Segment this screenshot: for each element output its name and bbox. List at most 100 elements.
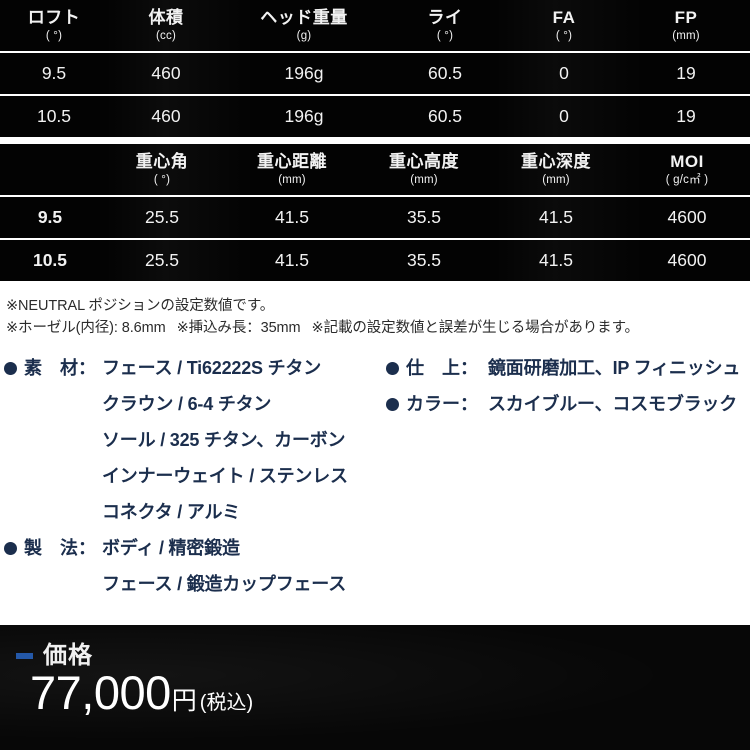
cell-cg-height: 35.5 — [360, 237, 488, 283]
materials-row-connector: コネクタ / アルミ — [4, 497, 386, 533]
materials-value: フェース / Ti62222S チタン — [102, 358, 322, 379]
cell-lie: 60.5 — [384, 93, 506, 139]
col-header-cg-distance: 重心距離 (mm) — [224, 144, 360, 196]
table-header-row: ロフト ( °) 体積 (cc) ヘッド重量 (g) ライ ( °) — [0, 0, 750, 52]
cell-loft: 10.5 — [0, 93, 108, 139]
table-row: 10.5 25.5 41.5 35.5 41.5 4600 — [0, 237, 750, 283]
cell-volume: 460 — [108, 50, 224, 95]
col-header-unit: ( °) — [153, 174, 171, 187]
cell-cg-depth: 41.5 — [488, 237, 624, 283]
cell-fp: 19 — [622, 50, 750, 95]
materials-row-sole: ソール / 325 チタン、カーボン — [4, 425, 386, 461]
materials-row-face: 素 材： フェース / Ti62222S チタン — [4, 353, 386, 389]
col-header-label: 重心距離 — [257, 151, 327, 171]
cell-cg-depth: 41.5 — [488, 194, 624, 239]
notes-section: ※NEUTRAL ポジションの設定数値です。 ※ホーゼル(内径): 8.6mm ※… — [0, 282, 750, 346]
materials-column-right: 仕 上： 鏡面研磨加工、IP フィニッシュ カラー： スカイブルー、コスモブラッ… — [386, 353, 750, 425]
spec-table-1: ロフト ( °) 体積 (cc) ヘッド重量 (g) ライ ( °) — [0, 0, 750, 139]
col-header-unit: (mm) — [542, 174, 570, 187]
materials-row-finish: 仕 上： 鏡面研磨加工、IP フィニッシュ — [386, 353, 750, 389]
table-row: 9.5 25.5 41.5 35.5 41.5 4600 — [0, 194, 750, 239]
col-header-label: 体積 — [148, 8, 184, 27]
bullet-icon — [386, 389, 406, 419]
table-header-row: 重心角 ( °) 重心距離 (mm) 重心高度 (mm) 重心深度 (mm) — [0, 144, 750, 196]
bullet-placeholder-icon — [4, 497, 24, 527]
table-row: 9.5 460 196g 60.5 0 19 — [0, 50, 750, 95]
materials-value: インナーウェイト / ステンレス — [102, 466, 348, 487]
col-header-label: MOI — [670, 151, 704, 171]
cell-volume: 460 — [108, 93, 224, 139]
col-header-unit: (mm) — [672, 30, 700, 43]
col-header-unit: ( °) — [555, 30, 573, 43]
cell-head-weight: 196g — [224, 50, 384, 95]
materials-value: ボディ / 精密鍛造 — [102, 538, 240, 559]
materials-row-color: カラー： スカイブルー、コスモブラック — [386, 389, 750, 425]
price-amount: 77,000 — [30, 666, 171, 719]
materials-value: ソール / 325 チタン、カーボン — [102, 430, 346, 451]
cell-fa: 0 — [506, 50, 622, 95]
col-header-fp: FP (mm) — [622, 0, 750, 52]
note-insert-length: ※挿込み長：35mm — [176, 320, 301, 336]
materials-row-crown: クラウン / 6-4 チタン — [4, 389, 386, 425]
cell-cg-angle: 25.5 — [100, 194, 224, 239]
table-divider — [0, 138, 750, 144]
col-header-blank — [0, 144, 100, 196]
note-hosel: ※ホーゼル(内径): 8.6mm — [6, 320, 166, 336]
col-header-label: 重心角 — [135, 151, 189, 171]
materials-value: 鏡面研磨加工、IP フィニッシュ — [488, 358, 741, 379]
col-header-head-weight: ヘッド重量 (g) — [224, 0, 384, 52]
cell-fp: 19 — [622, 93, 750, 139]
materials-value: フェース / 鍛造カップフェース — [102, 574, 347, 595]
col-header-label: FA — [552, 8, 576, 27]
cell-lie: 60.5 — [384, 50, 506, 95]
materials-key: 製 法： — [24, 538, 96, 559]
bullet-placeholder-icon — [4, 389, 24, 419]
col-header-moi: MOI ( g/c㎡ ) — [624, 144, 750, 196]
materials-key: カラー： — [406, 394, 478, 415]
materials-value: スカイブルー、コスモブラック — [488, 394, 738, 415]
col-header-cg-angle: 重心角 ( °) — [100, 144, 224, 196]
price-label: 価格 — [43, 642, 93, 669]
col-header-label: 重心深度 — [521, 151, 591, 171]
cell-cg-angle: 25.5 — [100, 237, 224, 283]
accent-dash-icon — [16, 653, 33, 659]
spec-table-2-block: 重心角 ( °) 重心距離 (mm) 重心高度 (mm) 重心深度 (mm) — [0, 143, 750, 283]
bullet-placeholder-icon — [4, 425, 24, 455]
bullet-placeholder-icon — [4, 461, 24, 491]
table-row: 10.5 460 196g 60.5 0 19 — [0, 93, 750, 139]
col-header-lie: ライ ( °) — [384, 0, 506, 52]
col-header-unit: ( °) — [436, 30, 454, 43]
materials-value: コネクタ / アルミ — [102, 502, 241, 523]
col-header-unit: ( g/c㎡ ) — [665, 174, 709, 187]
materials-row-inner-weight: インナーウェイト / ステンレス — [4, 461, 386, 497]
price-label-row: 価格 — [16, 644, 93, 668]
col-header-fa: FA ( °) — [506, 0, 622, 52]
note-line-2: ※ホーゼル(内径): 8.6mm ※挿込み長：35mm ※記載の設定数値と誤差が生じ… — [6, 317, 744, 339]
bullet-icon — [4, 533, 24, 563]
cell-loft: 9.5 — [0, 194, 100, 239]
price-section: 価格 77,000 円 (税込) — [0, 625, 750, 750]
col-header-unit: (cc) — [156, 30, 176, 43]
cell-cg-distance: 41.5 — [224, 237, 360, 283]
bullet-icon — [386, 353, 406, 383]
cell-loft: 10.5 — [0, 237, 100, 283]
materials-row-construction-body: 製 法： ボディ / 精密鍛造 — [4, 533, 386, 569]
cell-head-weight: 196g — [224, 93, 384, 139]
materials-section: 素 材： フェース / Ti62222S チタン クラウン / 6-4 チタン … — [0, 345, 750, 596]
col-header-label: ライ — [427, 8, 463, 27]
col-header-volume: 体積 (cc) — [108, 0, 224, 52]
cell-fa: 0 — [506, 93, 622, 139]
materials-column-left: 素 材： フェース / Ti62222S チタン クラウン / 6-4 チタン … — [4, 353, 386, 605]
col-header-label: ヘッド重量 — [260, 8, 348, 27]
col-header-unit: (mm) — [410, 174, 438, 187]
col-header-cg-height: 重心高度 (mm) — [360, 144, 488, 196]
cell-moi: 4600 — [624, 237, 750, 283]
col-header-unit: ( °) — [45, 30, 63, 43]
bullet-icon — [4, 353, 24, 383]
note-tolerance: ※記載の設定数値と誤差が生じる場合があります。 — [311, 320, 640, 336]
materials-row-construction-face: フェース / 鍛造カップフェース — [4, 569, 386, 605]
note-line-1: ※NEUTRAL ポジションの設定数値です。 — [6, 297, 275, 314]
col-header-label: ロフト — [27, 8, 81, 27]
price-tax-note: (税込) — [199, 692, 254, 714]
